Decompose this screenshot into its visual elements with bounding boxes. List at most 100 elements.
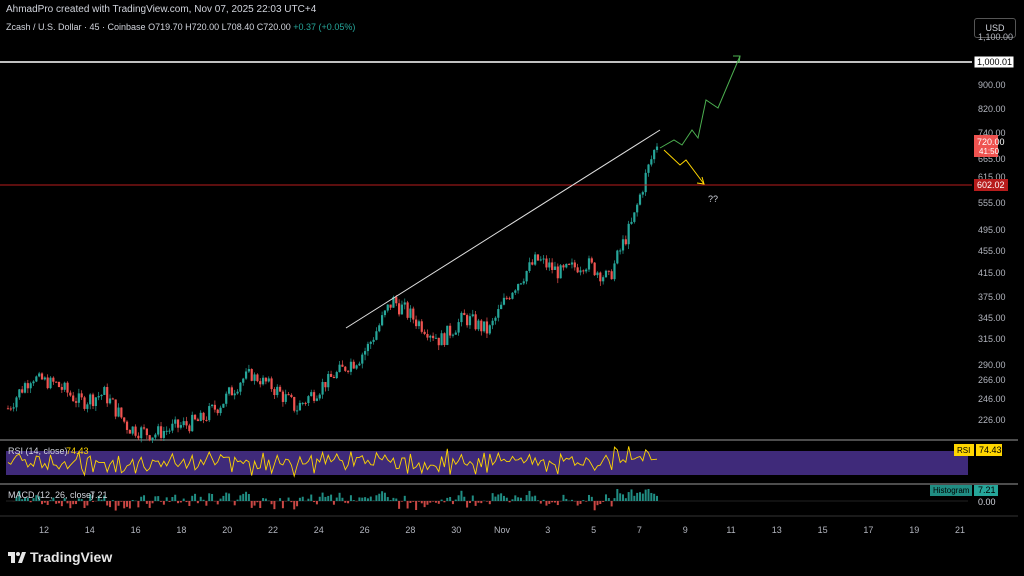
macd-histogram-bar bbox=[72, 501, 75, 505]
candle-body bbox=[233, 393, 236, 396]
time-tick-label: 21 bbox=[955, 525, 965, 535]
candle-body bbox=[565, 263, 568, 268]
candle-body bbox=[35, 376, 38, 382]
macd-histogram-bar bbox=[35, 495, 38, 501]
candle-body bbox=[446, 325, 449, 345]
macd-histogram-bar bbox=[409, 501, 412, 503]
currency-button[interactable]: USD bbox=[974, 18, 1016, 38]
bullish-projection[interactable] bbox=[659, 55, 741, 149]
macd-histogram-bar bbox=[63, 498, 66, 501]
candle-body bbox=[468, 316, 472, 326]
macd-histogram-bar bbox=[446, 497, 449, 501]
macd-histogram-bar bbox=[318, 496, 321, 501]
macd-histogram-bar bbox=[463, 496, 466, 501]
candle-body bbox=[264, 377, 267, 382]
resistance-tag: 1,000.01 bbox=[977, 57, 1012, 67]
candle-body bbox=[412, 308, 415, 320]
symbol-legend[interactable]: Zcash / U.S. Dollar · 45 · Coinbase O719… bbox=[6, 22, 355, 32]
macd-histogram-bar bbox=[636, 492, 639, 501]
macd-histogram-bar bbox=[582, 500, 585, 501]
candle-body bbox=[389, 304, 392, 308]
tradingview-brand: TradingView bbox=[30, 549, 113, 565]
macd-histogram-bar bbox=[494, 496, 497, 501]
macd-histogram-bar bbox=[398, 501, 401, 509]
price-tick-label: 290.00 bbox=[978, 360, 1006, 370]
candle-body bbox=[168, 430, 171, 432]
macd-histogram-bar bbox=[349, 495, 352, 501]
macd-histogram-bar bbox=[313, 501, 316, 503]
candle-body bbox=[514, 290, 517, 293]
candle-body bbox=[46, 377, 49, 389]
candle-body bbox=[341, 364, 344, 367]
candle-body bbox=[256, 374, 259, 382]
macd-histogram-bar bbox=[148, 501, 151, 508]
candle-body bbox=[593, 262, 596, 276]
candle-body bbox=[72, 395, 75, 402]
macd-histogram-bar bbox=[437, 501, 440, 504]
macd-histogram-bar bbox=[270, 501, 273, 505]
macd-histogram-bar bbox=[412, 501, 415, 502]
macd-label[interactable]: MACD (12, 26, close) bbox=[8, 490, 94, 500]
bullish-arrow-head bbox=[733, 55, 741, 64]
time-tick-label: Nov bbox=[494, 525, 511, 535]
time-tick-label: 5 bbox=[591, 525, 596, 535]
candle-body bbox=[630, 221, 633, 224]
macd-histogram-bar bbox=[58, 501, 61, 504]
macd-histogram-bar bbox=[556, 501, 559, 506]
candle-body bbox=[9, 408, 12, 410]
candle-body bbox=[199, 412, 202, 422]
candle-body bbox=[383, 310, 387, 316]
price-tick-label: 455.00 bbox=[978, 246, 1006, 256]
price-change: +0.37 (+0.05%) bbox=[293, 22, 356, 32]
macd-histogram-bar bbox=[352, 500, 355, 501]
candle-body bbox=[74, 401, 78, 403]
candle-body bbox=[114, 399, 117, 417]
ohlc-close: C720.00 bbox=[256, 22, 291, 32]
candle-body bbox=[216, 409, 219, 414]
macd-histogram-bar bbox=[613, 498, 616, 501]
candle-body bbox=[599, 272, 602, 282]
candle-body bbox=[619, 250, 622, 252]
rsi-label[interactable]: RSI (14, close) bbox=[8, 446, 68, 456]
macd-histogram-bar bbox=[120, 501, 123, 502]
macd-histogram-bar bbox=[264, 498, 267, 501]
time-tick-label: 15 bbox=[818, 525, 828, 535]
rsi-value: 74.43 bbox=[66, 446, 89, 456]
macd-histogram-bar bbox=[196, 501, 199, 504]
macd-histogram-bar bbox=[18, 490, 21, 501]
candle-body bbox=[477, 320, 480, 330]
candle-body bbox=[417, 321, 421, 327]
macd-histogram-bar bbox=[426, 501, 429, 505]
candle-body bbox=[653, 149, 656, 160]
macd-histogram-bar bbox=[89, 494, 92, 501]
candle-body bbox=[32, 381, 35, 384]
candle-body bbox=[363, 351, 367, 355]
macd-histogram-bar bbox=[514, 495, 517, 501]
macd-histogram-bar bbox=[137, 501, 140, 508]
candle-body bbox=[60, 387, 63, 390]
rsi-line[interactable] bbox=[7, 446, 658, 478]
candle-body bbox=[443, 333, 446, 345]
candle-body bbox=[29, 383, 32, 389]
macd-histogram-bar bbox=[55, 501, 58, 504]
macd-histogram-bar bbox=[579, 501, 582, 504]
tradingview-logo[interactable]: TradingView bbox=[8, 549, 112, 565]
candle-body bbox=[239, 382, 242, 392]
price-tick-label: 495.00 bbox=[978, 225, 1006, 235]
macd-histogram-bar bbox=[400, 501, 403, 502]
candle-body bbox=[227, 387, 231, 394]
macd-histogram-bar bbox=[211, 493, 214, 501]
macd-histogram-bar bbox=[205, 501, 208, 506]
macd-histogram-bar bbox=[92, 501, 95, 502]
candle-body bbox=[621, 239, 625, 251]
candle-body bbox=[559, 265, 562, 279]
macd-histogram-bar bbox=[131, 499, 134, 501]
trend-line[interactable] bbox=[345, 129, 661, 329]
candle-body bbox=[185, 421, 188, 426]
candle-body bbox=[644, 172, 647, 193]
macd-histogram-bar bbox=[41, 501, 44, 505]
time-tick-label: 28 bbox=[405, 525, 415, 535]
bearish-projection[interactable] bbox=[663, 149, 705, 185]
macd-histogram-bar bbox=[182, 498, 185, 501]
